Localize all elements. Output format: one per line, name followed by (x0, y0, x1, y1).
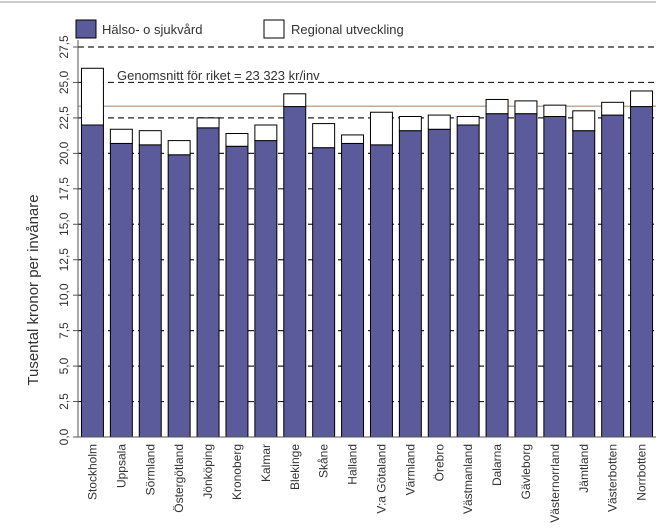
x-tick-label: Kalmar (259, 444, 273, 482)
bar-regional (572, 110, 596, 132)
bar-regional (254, 124, 278, 142)
y-axis-label: Tusental kronor per invånare (25, 194, 42, 385)
bar-regional (138, 130, 162, 146)
bar-regional (196, 117, 220, 129)
bar-health (398, 130, 422, 438)
y-tick-label: 2,5 (57, 393, 71, 410)
x-tick-label: Sörmland (143, 444, 157, 495)
bar-health (485, 113, 509, 438)
x-tick-label: Uppsala (114, 444, 128, 488)
legend-swatch-health (75, 19, 97, 39)
x-tick-label: Dalarna (490, 444, 504, 486)
bar-regional (225, 133, 249, 147)
bar-regional (398, 115, 422, 132)
x-tick-label: Västmanland (461, 444, 475, 514)
bar-health (109, 142, 133, 438)
bar-regional (485, 98, 509, 115)
bar-health (456, 124, 480, 438)
bar-health (283, 106, 307, 438)
x-tick-label: Stockholm (85, 444, 99, 500)
bar-regional (283, 93, 307, 108)
x-tick-label: Örebro (432, 444, 446, 482)
legend: Hälso- o sjukvård Regional utveckling (75, 19, 404, 39)
y-tick-label: 15,0 (57, 212, 71, 236)
x-tick-label: Blekinge (288, 444, 302, 490)
bar-health (601, 114, 625, 438)
y-tick-label: 27,5 (57, 35, 71, 59)
bar-regional (167, 140, 191, 156)
y-tick-label: 20,0 (57, 141, 71, 165)
bar-health (630, 106, 654, 438)
x-tick-label: Östergötland (172, 444, 186, 513)
bar-health (369, 144, 393, 438)
y-tick-label: 25,0 (57, 70, 71, 94)
bar-regional (601, 101, 625, 116)
x-tick-label: Jämtland (577, 444, 591, 493)
bar-regional (80, 67, 104, 126)
bar-regional (543, 104, 567, 117)
y-tick-label: 7,5 (57, 322, 71, 339)
y-tick-label: 0,0 (57, 428, 71, 445)
bar-regional (427, 114, 451, 130)
x-tick-label: Norrbotten (635, 444, 649, 501)
bar-health (225, 145, 249, 438)
legend-label-health: Hälso- o sjukvård (102, 22, 202, 37)
bar-health (254, 140, 278, 438)
x-tick-label: Skåne (317, 444, 331, 478)
bar-health (427, 128, 451, 438)
bar-regional (109, 128, 133, 144)
bar-regional (514, 100, 538, 115)
y-tick-label: 12,5 (57, 248, 71, 272)
bar-health (312, 147, 336, 438)
axes: 0,0 2,5 5,0 7,5 10,0 12,5 15,0 17,5 20,0 22,5 25,0… (57, 35, 656, 523)
bar-regional (630, 90, 654, 108)
bar-health (196, 127, 220, 438)
bar-health (167, 154, 191, 438)
bar-regional (312, 123, 336, 149)
bar-health (543, 115, 567, 438)
legend-swatch-regional (263, 19, 285, 39)
y-tick-label: 17,5 (57, 177, 71, 201)
x-tick-label: V:a Götaland (374, 444, 388, 514)
bar-regional (456, 115, 480, 126)
x-tick-label: Gävleborg (519, 444, 533, 499)
y-tick-label: 22,5 (57, 106, 71, 130)
bar-health (80, 124, 104, 438)
legend-label-regional: Regional utveckling (291, 22, 404, 37)
x-tick-label: Jönköping (201, 444, 215, 499)
x-tick-label: Värmland (403, 444, 417, 495)
x-tick-label: Kronoberg (230, 444, 244, 500)
bar-health (572, 130, 596, 438)
y-tick-label: 5,0 (57, 357, 71, 374)
bar-health (138, 144, 162, 438)
bar-regional (369, 111, 393, 146)
average-annotation: Genomsnitt för riket = 23 323 kr/inv (117, 68, 320, 83)
bar-health (514, 113, 538, 438)
y-tick-label: 10,0 (57, 283, 71, 307)
bars (80, 67, 654, 438)
x-tick-label: Västernorrland (548, 444, 562, 523)
bar-regional (341, 134, 365, 144)
bar-health (341, 142, 365, 438)
x-tick-label: Halland (346, 444, 360, 485)
x-tick-label: Västerbotten (606, 444, 620, 512)
